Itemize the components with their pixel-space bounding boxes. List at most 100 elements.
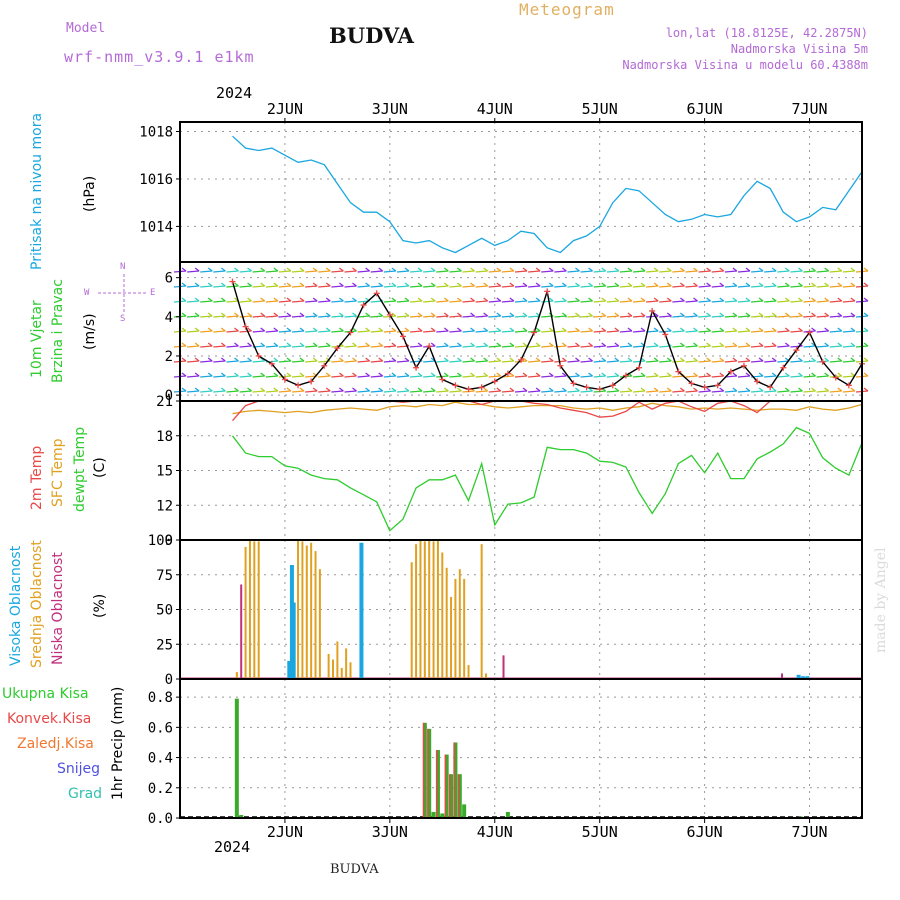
wind-arrow: [239, 330, 252, 333]
wind-arrow-head: [771, 267, 777, 272]
wind-arrow-head: [771, 297, 777, 302]
precip-unit: 1hr Precip (mm): [110, 686, 126, 800]
wind-arrow: [357, 345, 370, 348]
wind-arrow-head: [863, 312, 869, 317]
wind-arrow: [239, 360, 252, 363]
wind-arrow: [842, 345, 855, 348]
wind-arrow: [580, 300, 593, 303]
wind-arrow: [173, 285, 187, 288]
wind-arrow: [554, 345, 567, 348]
wind-arrow: [200, 345, 213, 348]
wind-arrow: [344, 315, 357, 318]
wind-arrow-head: [784, 387, 790, 392]
wind-arrow-head: [693, 327, 698, 332]
wind-arrow-head: [535, 387, 541, 392]
wind-arrow-head: [496, 297, 502, 302]
y-tick-label: 4: [165, 310, 173, 326]
wind-arrow-head: [798, 327, 803, 332]
wind-arrow-head: [234, 372, 239, 377]
wind-arrow: [383, 300, 396, 303]
mid-cloud-bar: [332, 659, 335, 679]
wind-arrow: [567, 360, 580, 363]
wind-arrow: [396, 390, 410, 393]
y-tick-label: 18: [156, 429, 173, 445]
wind-arrow: [541, 270, 554, 273]
wind-arrow: [619, 345, 632, 348]
x-tick-label-bottom: 5JUN: [582, 823, 618, 841]
wind-arrow-head: [273, 342, 279, 347]
wind-arrow: [619, 375, 632, 378]
wind-arrow-head: [824, 342, 830, 347]
wind-arrow-head: [837, 342, 843, 347]
wind-arrow-head: [260, 387, 266, 392]
wind-arrow: [291, 375, 305, 378]
wind-arrow: [252, 375, 265, 378]
wind-arrow-head: [706, 342, 712, 347]
wind-arrow: [318, 270, 331, 273]
wind-arrow-head: [234, 357, 239, 362]
wind-arrow: [462, 375, 475, 378]
wind-arrow: [724, 360, 737, 363]
wind-arrow: [829, 270, 842, 273]
wind-arrow: [737, 315, 751, 318]
wind-arrow: [213, 270, 226, 273]
wind-arrow-head: [417, 312, 423, 317]
wind-arrow-head: [653, 372, 659, 377]
wind-arrow: [737, 360, 751, 363]
wind-arrow: [777, 315, 790, 318]
wind-arrow: [711, 360, 724, 363]
conv-rain-bar: [453, 742, 455, 818]
wind-arrow: [541, 390, 554, 393]
wind-arrow: [632, 375, 646, 378]
high-cloud-bar: [289, 565, 294, 679]
wind-arrow: [331, 315, 344, 318]
wind-arrow-head: [470, 357, 475, 362]
wind-arrow-head: [247, 342, 252, 347]
wind-arrow: [855, 390, 869, 393]
wind-arrow-head: [561, 297, 567, 302]
wind-arrow-head: [404, 297, 410, 302]
wind-arrow-head: [378, 342, 384, 347]
wind-arrow-head: [325, 267, 331, 272]
wind-arrow: [173, 330, 187, 333]
wind-arrow: [751, 285, 764, 288]
wind-arrow-head: [338, 327, 344, 332]
wind-arrow-head: [443, 312, 449, 317]
y-tick-label: 12: [156, 498, 173, 514]
wind-arrow: [528, 375, 541, 378]
wind-arrow: [436, 375, 449, 378]
wind-arrow: [764, 360, 777, 363]
wind-arrow: [239, 390, 252, 393]
wind-arrow: [541, 315, 554, 318]
wind-arrow: [370, 390, 383, 393]
wind-arrow-head: [443, 357, 449, 362]
wind-arrow-head: [693, 267, 698, 272]
wind-arrow-head: [522, 357, 528, 362]
wind-arrow: [528, 360, 541, 363]
wind-arrow-head: [706, 357, 712, 362]
wind-arrow-head: [207, 357, 213, 362]
wind-arrow: [646, 345, 659, 348]
wind-arrow-head: [378, 372, 384, 377]
wind-arrow-head: [575, 297, 580, 302]
wind-arrow-head: [273, 327, 279, 332]
wind-arrow-head: [561, 312, 567, 317]
low-cloud-bar: [780, 673, 783, 679]
wind-arrow-head: [575, 267, 580, 272]
wind-arrow: [226, 330, 239, 333]
mid-cloud-bar: [441, 552, 444, 679]
wind-arrow: [580, 390, 593, 393]
wind-arrow: [829, 300, 842, 303]
low-cloud-title: Niska Oblacnost: [50, 552, 66, 665]
wind-arrow: [659, 300, 672, 303]
wind-arrow: [580, 270, 593, 273]
wind-arrow: [357, 270, 370, 273]
wind-arrow: [580, 285, 593, 288]
wind-arrow: [187, 360, 200, 363]
wind-arrow-head: [470, 267, 475, 272]
wind-arrow-head: [338, 387, 344, 392]
wind-arrow: [672, 315, 685, 318]
conv-rain-bar: [435, 750, 438, 818]
wind-arrow: [291, 270, 305, 273]
wind-arrow: [239, 285, 252, 288]
